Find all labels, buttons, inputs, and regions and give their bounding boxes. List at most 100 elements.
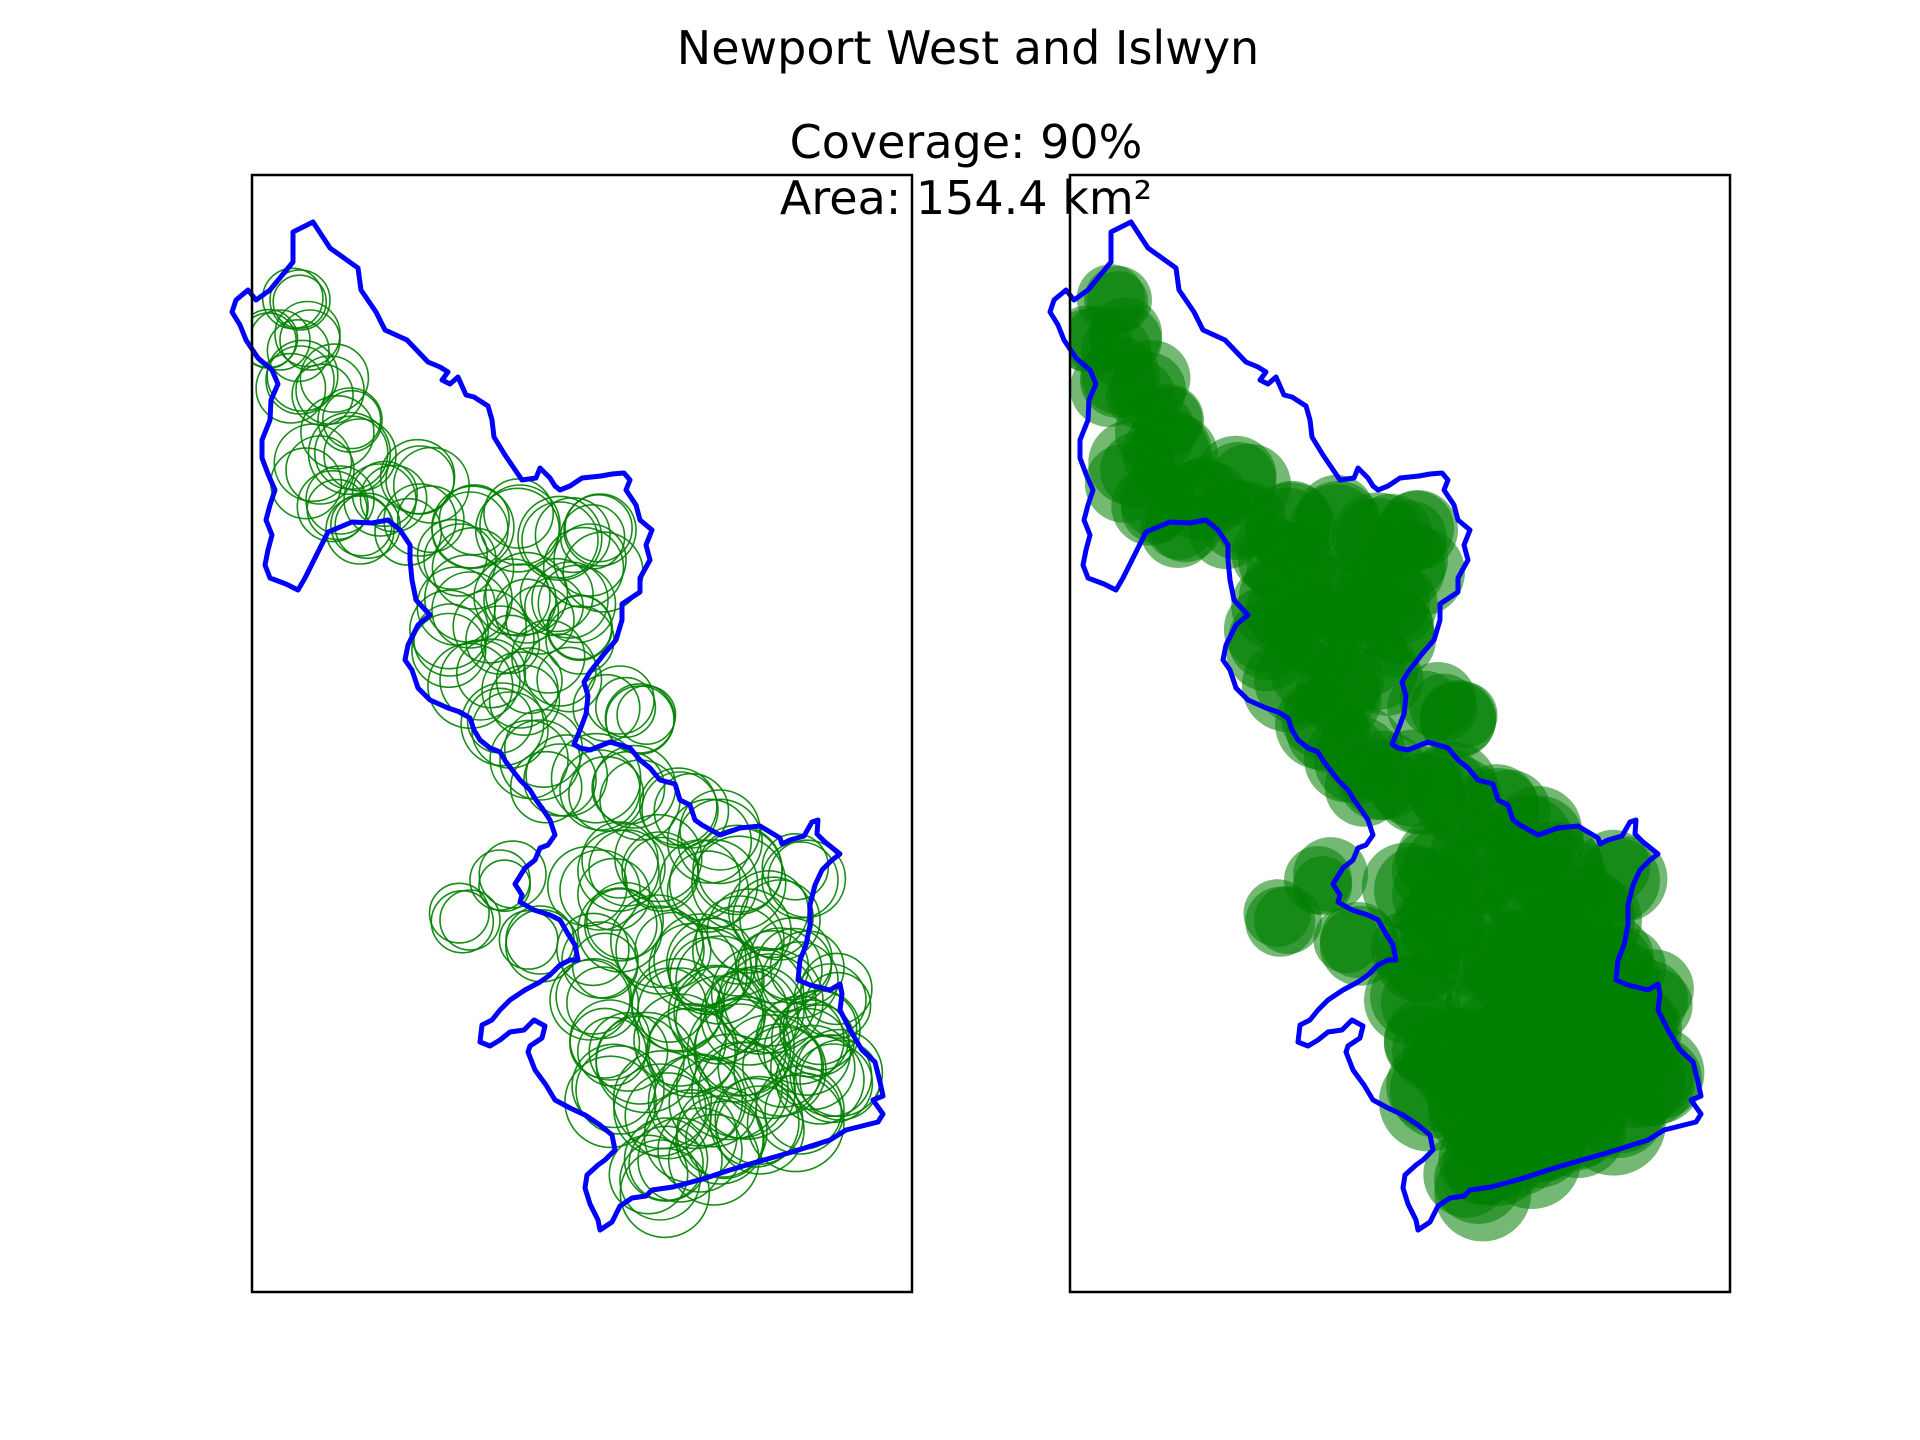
coverage-circle-outline (793, 963, 867, 1037)
right-map-panel (1047, 173, 1732, 1294)
coverage-circle-outline (493, 578, 560, 644)
coverage-circle-outline (641, 771, 719, 849)
coverage-circle-outline (608, 1134, 689, 1215)
coverage-circle-outline (305, 465, 375, 535)
coverage-circle-outline (265, 345, 335, 415)
coverage-circle-outline (564, 1055, 657, 1149)
coverage-circle-outline (505, 585, 575, 655)
coverage-circle-outline (478, 840, 547, 909)
coverage-circle-filled (1231, 515, 1310, 594)
coverage-circle-outline (755, 927, 833, 1005)
coverage-circle-outline (296, 470, 369, 543)
coverage-circle-outline (569, 1007, 641, 1079)
left-axes-frame (250, 173, 914, 1294)
coverage-circle-outline (322, 389, 382, 450)
coverage-circle-outline (524, 576, 584, 637)
coverage-circle-outline (761, 941, 839, 1019)
coverage-circle-outline (411, 612, 487, 689)
coverage-circle-outline (755, 1065, 845, 1155)
coverage-circle-outline (392, 446, 470, 524)
coverage-circle-outline (465, 605, 535, 675)
coverage-circle-outline (793, 1043, 874, 1124)
coverage-circle-outline (623, 1117, 709, 1202)
left-map-panel (229, 173, 914, 1294)
right-axes-frame (1068, 173, 1732, 1294)
coverage-circle-outline (409, 589, 490, 670)
figure-title: Newport West and Islwyn (677, 21, 1259, 75)
right-constituency-boundary (1047, 219, 1704, 1233)
coverage-circle-outline (439, 889, 501, 951)
coverage-circle-outline (299, 343, 370, 413)
coverage-circle-outline (676, 1086, 768, 1178)
coverage-circle-outline (379, 438, 456, 515)
coverage-circle-filled (1319, 905, 1400, 986)
coverage-circle-filled (1070, 308, 1119, 373)
left-coverage-circles (252, 267, 884, 1239)
coverage-circle-outline (657, 1107, 743, 1193)
coverage-circle-outline (252, 309, 311, 371)
coverage-circle-outline (585, 881, 664, 960)
coverage-circle-outline (564, 493, 633, 563)
area-label: Area: 154.4 km² (780, 171, 1152, 225)
coverage-circle-outline (269, 269, 331, 331)
coverage-circle-outline (706, 888, 792, 974)
coverage-circle-outline (478, 859, 532, 913)
coverage-circle-outline (480, 614, 541, 675)
coverage-circle-outline (474, 487, 561, 573)
coverage-circle-outline (460, 682, 545, 767)
coverage-circle-outline (531, 561, 609, 639)
coverage-circle-outline (255, 352, 327, 424)
coverage-circle-filled (1121, 475, 1189, 544)
coverage-circle-outline (666, 798, 753, 884)
coverage-circle-outline (685, 1100, 764, 1180)
left-constituency-boundary (229, 219, 886, 1233)
coverage-circle-outline (479, 484, 561, 566)
coverage-circle-outline (549, 959, 631, 1041)
coverage-circle-outline (306, 478, 368, 541)
coverage-circle-outline (307, 411, 392, 496)
coverage-circle-outline (619, 1147, 711, 1239)
coverage-circle-outline (452, 589, 528, 664)
coverage-circle-outline (594, 676, 657, 739)
coverage-circle-outline (555, 958, 633, 1035)
coverage-circle-outline (767, 839, 847, 919)
coverage-circle-outline (782, 990, 858, 1066)
coverage-circle-outline (273, 423, 353, 503)
coverage-circle-outline (692, 824, 783, 916)
coverage-circle-filled (1194, 435, 1277, 518)
right-coverage-circles (1070, 264, 1705, 1242)
coverage-circle-outline (739, 879, 821, 961)
coverage-circle-outline (691, 835, 787, 931)
coverage-circle-outline (615, 905, 705, 995)
coverage-circle-outline (519, 557, 594, 633)
coverage-circle-outline (637, 1117, 723, 1203)
coverage-circle-outline (428, 882, 490, 944)
coverage-circle-outline (325, 495, 395, 565)
coverage-circle-outline (571, 1043, 657, 1129)
coverage-circle-outline (334, 492, 401, 560)
coverage-circle-filled (1482, 1110, 1582, 1210)
coverage-circle-outline (604, 683, 676, 754)
coverage-circle-outline (761, 841, 839, 919)
coverage-circle-outline (427, 642, 514, 729)
coverage-circle-filled (1570, 924, 1654, 1008)
coverage-circle-outline (431, 527, 515, 610)
coverage-circle-outline (416, 518, 489, 591)
coverage-circle-outline (576, 1016, 647, 1087)
coverage-circle-filled (1409, 673, 1478, 742)
coverage-circle-outline (285, 435, 355, 505)
coverage-circle-outline (563, 493, 637, 567)
coverage-circle-outline (300, 394, 375, 470)
coverage-circle-outline (536, 646, 603, 713)
coverage-circle-outline (691, 905, 784, 997)
coverage-circle-outline (559, 849, 641, 931)
coverage-circle-outline (313, 415, 389, 491)
coverage-circle-outline (694, 995, 795, 1097)
coverage-circle-outline (266, 319, 330, 383)
coverage-circle-outline (509, 750, 583, 824)
coverage-circle-outline (630, 957, 725, 1052)
coverage-circle-outline (800, 952, 873, 1026)
coverage-circle-outline (675, 1095, 765, 1185)
